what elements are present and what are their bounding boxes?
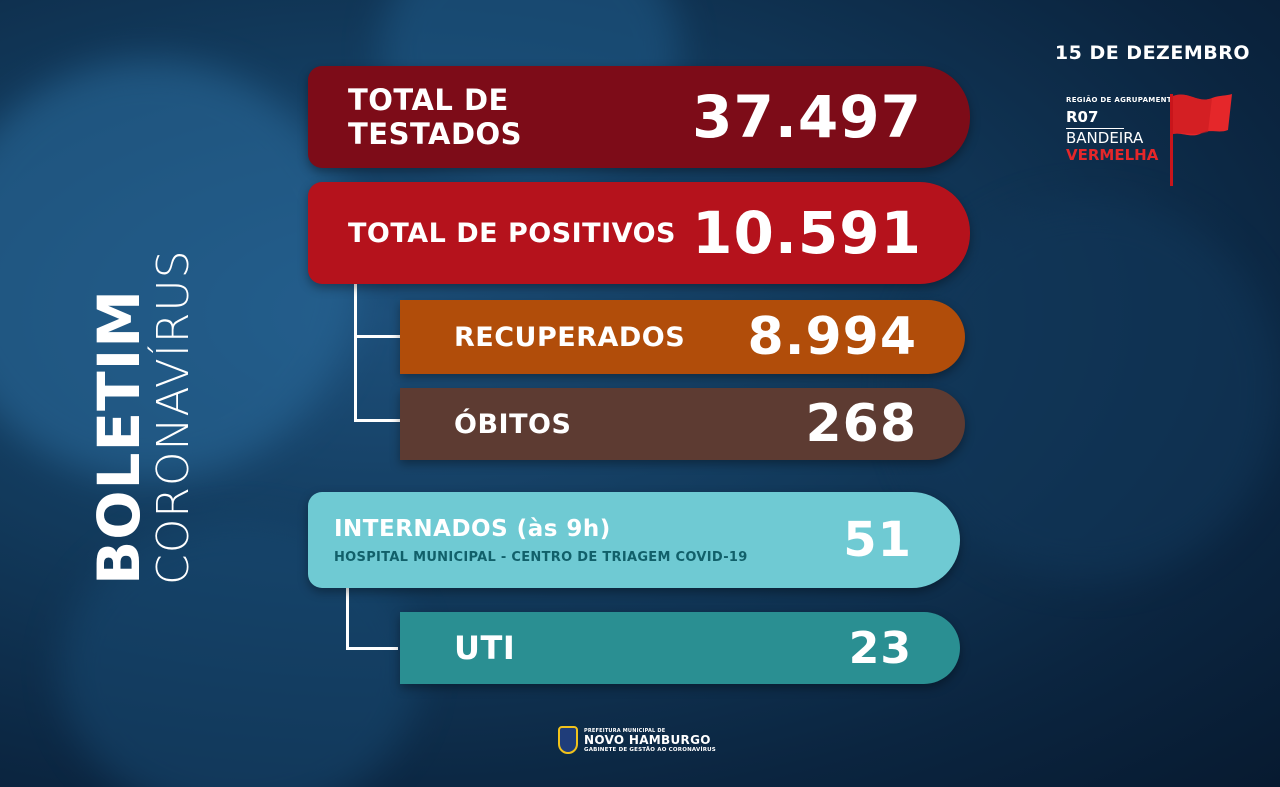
region-flag-box: REGIÃO DE AGRUPAMENTO R07 BANDEIRA VERME… — [1066, 94, 1246, 196]
stat-total-testados: TOTAL DE TESTADOS 37.497 — [308, 66, 970, 168]
stat-total-positivos: TOTAL DE POSITIVOS 10.591 — [308, 182, 970, 284]
stat-value: 37.497 — [692, 83, 922, 151]
region-code: R07 — [1066, 108, 1124, 129]
stat-label: ÓBITOS — [454, 408, 572, 440]
stat-label: INTERNADOS (às 9h) — [334, 515, 611, 542]
stat-uti: UTI 23 — [400, 612, 960, 684]
stat-value: 268 — [805, 394, 917, 454]
tree-connector — [346, 578, 398, 650]
report-date: 15 DE DEZEMBRO — [1054, 42, 1250, 64]
flag-label: BANDEIRA — [1066, 129, 1144, 147]
stat-value: 8.994 — [747, 307, 917, 367]
stat-label: UTI — [454, 629, 516, 667]
background-shape — [0, 60, 360, 480]
city-crest-icon — [558, 726, 578, 754]
stat-value: 51 — [843, 512, 912, 568]
stat-value: 10.591 — [692, 199, 922, 267]
stat-obitos: ÓBITOS 268 — [400, 388, 965, 460]
red-flag-icon — [1170, 94, 1232, 186]
tree-connector — [354, 338, 434, 422]
footer-line1: PREFEITURA MUNICIPAL DE — [584, 727, 666, 734]
region-caption: REGIÃO DE AGRUPAMENTO — [1066, 96, 1179, 104]
stat-value: 23 — [848, 622, 912, 674]
footer-logo: PREFEITURA MUNICIPAL DE NOVO HAMBURGO GA… — [558, 726, 716, 754]
footer-line3: GABINETE DE GESTÃO AO CORONAVÍRUS — [584, 746, 716, 753]
stat-recuperados: RECUPERADOS 8.994 — [400, 300, 965, 374]
footer-line2: NOVO HAMBURGO — [584, 732, 711, 747]
tree-connector — [354, 270, 434, 338]
stat-internados: INTERNADOS (às 9h) HOSPITAL MUNICIPAL - … — [308, 492, 960, 588]
vertical-title: BOLETIM CORONAVÍRUS — [85, 249, 202, 585]
stat-label: TOTAL DE POSITIVOS — [348, 217, 676, 249]
background-shape — [900, 200, 1280, 580]
title-light: CORONAVÍRUS — [148, 249, 199, 585]
flag-color-name: VERMELHA — [1066, 146, 1159, 164]
stat-label: TOTAL DE TESTADOS — [348, 83, 523, 151]
stat-sublabel: HOSPITAL MUNICIPAL - CENTRO DE TRIAGEM C… — [334, 549, 748, 565]
title-bold: BOLETIM — [85, 289, 153, 585]
stat-label: RECUPERADOS — [454, 321, 686, 353]
